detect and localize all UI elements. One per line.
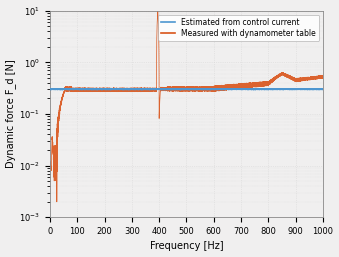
Y-axis label: Dynamic force F_d [N]: Dynamic force F_d [N] [5,60,17,168]
Legend: Estimated from control current, Measured with dynamometer table: Estimated from control current, Measured… [158,15,319,41]
X-axis label: Frequency [Hz]: Frequency [Hz] [149,241,223,251]
